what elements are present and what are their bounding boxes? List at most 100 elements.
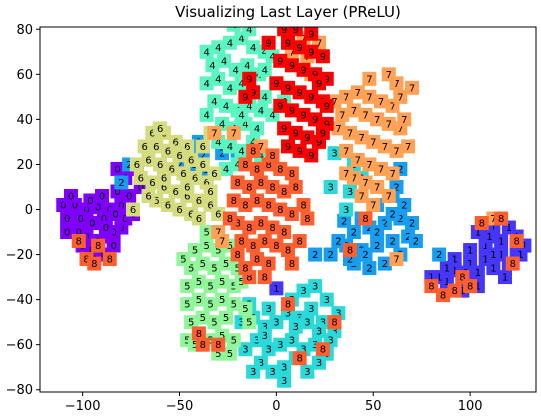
point-label: 4 — [223, 164, 229, 175]
point-label: 8 — [498, 214, 504, 225]
point-label: 8 — [347, 246, 353, 257]
point-label: 4 — [211, 97, 217, 108]
point-label: 1 — [475, 268, 481, 279]
point-label: 3 — [331, 327, 337, 338]
point-marker — [281, 35, 295, 50]
point-marker — [215, 234, 230, 249]
point-label: 8 — [459, 273, 465, 284]
point-label: 4 — [262, 47, 268, 58]
point-label: 4 — [227, 83, 233, 94]
point-label: 3 — [304, 318, 310, 329]
point-marker — [98, 220, 113, 235]
point-label: 6 — [157, 124, 163, 135]
point-label: 6 — [145, 155, 151, 166]
point-label: 3 — [316, 358, 322, 369]
point-marker — [366, 134, 381, 149]
point-marker — [323, 247, 338, 262]
point-marker — [253, 103, 268, 118]
point-label: 3 — [300, 286, 306, 297]
point-label: 5 — [192, 340, 198, 351]
point-label: 3 — [296, 313, 302, 324]
point-marker — [284, 207, 299, 222]
point-marker — [217, 53, 232, 68]
series-digit-6: 666666666666666666666666666666666666666 — [126, 121, 226, 226]
point-label: 8 — [362, 214, 368, 225]
point-marker — [102, 252, 117, 267]
point-label: 5 — [227, 349, 233, 360]
point-label: 8 — [258, 219, 264, 230]
point-label: 0 — [72, 200, 78, 211]
point-label: 4 — [269, 110, 275, 121]
point-marker — [354, 130, 369, 145]
point-label: 9 — [296, 43, 302, 54]
point-marker — [346, 103, 361, 118]
point-marker — [337, 213, 352, 228]
point-label: 6 — [169, 164, 175, 175]
point-label: 6 — [149, 178, 155, 189]
point-label: 0 — [60, 200, 66, 211]
point-label: 5 — [207, 300, 213, 311]
point-label: 2 — [335, 237, 341, 248]
point-label: 6 — [200, 142, 206, 153]
point-marker — [222, 139, 237, 154]
point-label: 1 — [498, 237, 504, 248]
point-label: 0 — [126, 191, 132, 202]
point-label: 3 — [265, 304, 271, 315]
point-marker — [362, 89, 377, 104]
point-label: 0 — [118, 223, 124, 234]
point-label: 0 — [87, 196, 93, 207]
point-marker — [354, 188, 369, 203]
point-label: 7 — [374, 182, 380, 193]
point-label: 6 — [211, 169, 217, 180]
point-label: 6 — [184, 191, 190, 202]
point-label: 8 — [215, 340, 221, 351]
point-label: 5 — [192, 246, 198, 257]
point-label: 9 — [289, 61, 295, 72]
point-label: 8 — [293, 182, 299, 193]
point-marker — [296, 283, 311, 298]
point-label: 6 — [180, 169, 186, 180]
point-label: 9 — [293, 25, 299, 36]
point-label: 4 — [246, 25, 252, 36]
point-label: 0 — [103, 223, 109, 234]
point-label: 9 — [312, 115, 318, 126]
point-label: 5 — [200, 259, 206, 270]
point-marker — [199, 44, 214, 59]
point-label: 8 — [467, 282, 473, 293]
point-label: 3 — [316, 327, 322, 338]
point-label: 7 — [343, 146, 349, 157]
point-marker — [230, 175, 245, 190]
point-label: 8 — [451, 286, 457, 297]
point-marker — [199, 76, 214, 91]
point-label: 4 — [203, 79, 209, 90]
point-label: 3 — [300, 345, 306, 356]
point-marker — [195, 256, 210, 271]
point-label: 1 — [428, 273, 434, 284]
point-label: 5 — [215, 349, 221, 360]
point-marker — [304, 148, 319, 163]
point-marker — [385, 207, 400, 222]
point-label: 8 — [234, 219, 240, 230]
point-marker — [85, 216, 100, 231]
point-marker — [172, 148, 187, 163]
point-label: 1 — [506, 223, 512, 234]
point-label: 7 — [289, 47, 295, 58]
point-label: 9 — [308, 151, 314, 162]
point-label: 3 — [285, 309, 291, 320]
point-marker — [269, 76, 284, 91]
point-marker — [157, 170, 171, 185]
point-label: 7 — [389, 169, 395, 180]
point-label: 7 — [339, 110, 345, 121]
point-label: 1 — [451, 255, 457, 266]
point-label: 7 — [389, 101, 395, 112]
point-marker — [358, 247, 373, 262]
point-label: 7 — [366, 74, 372, 85]
point-label: 6 — [153, 142, 159, 153]
point-label: 8 — [196, 329, 202, 340]
point-label: 9 — [296, 88, 302, 99]
point-label: 7 — [409, 83, 415, 94]
point-marker — [494, 234, 509, 249]
point-marker — [339, 143, 354, 158]
point-label: 2 — [366, 223, 372, 234]
